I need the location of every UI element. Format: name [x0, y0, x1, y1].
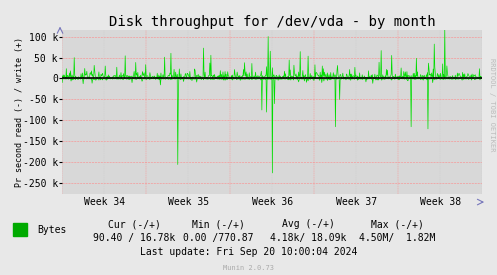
Title: Disk throughput for /dev/vda - by month: Disk throughput for /dev/vda - by month	[109, 15, 435, 29]
Bar	[13, 223, 27, 236]
Text: Min (-/+): Min (-/+)	[192, 219, 245, 229]
Text: 0.00 /770.87: 0.00 /770.87	[183, 233, 254, 243]
Text: Max (-/+): Max (-/+)	[371, 219, 424, 229]
Text: 90.40 / 16.78k: 90.40 / 16.78k	[93, 233, 175, 243]
Text: Cur (-/+): Cur (-/+)	[108, 219, 161, 229]
Y-axis label: Pr second read (-) / write (+): Pr second read (-) / write (+)	[15, 37, 24, 187]
Text: 4.50M/  1.82M: 4.50M/ 1.82M	[359, 233, 436, 243]
Text: RRDTOOL / TOBI OETIKER: RRDTOOL / TOBI OETIKER	[489, 58, 495, 151]
Text: Munin 2.0.73: Munin 2.0.73	[223, 265, 274, 271]
Text: Last update: Fri Sep 20 10:00:04 2024: Last update: Fri Sep 20 10:00:04 2024	[140, 248, 357, 257]
Text: Bytes: Bytes	[37, 225, 67, 235]
Text: Avg (-/+): Avg (-/+)	[282, 219, 334, 229]
Text: 4.18k/ 18.09k: 4.18k/ 18.09k	[270, 233, 346, 243]
